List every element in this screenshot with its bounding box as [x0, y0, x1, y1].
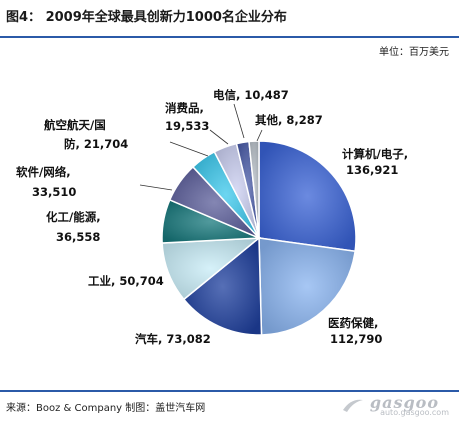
slice-label-7-line-2: 防, 21,704: [64, 137, 128, 151]
slice-label-1-line-1: 计算机/电子,: [342, 147, 408, 161]
leader-line-10: [256, 129, 263, 142]
slice-label-9-line-1: 电信, 10,487: [213, 88, 289, 102]
slice-label-3-line-1: 汽车, 73,082: [135, 332, 211, 346]
leader-line-6: [139, 184, 173, 191]
pie-slices: [161, 140, 357, 336]
slice-label-2-line-1: 医药保健,: [328, 316, 378, 330]
leader-line-8: [209, 129, 229, 145]
chart-title: 图4： 2009年全球最具创新力1000名企业分布: [6, 10, 287, 25]
pie-slice-3: [182, 236, 263, 336]
pie-slice-10: [248, 140, 260, 239]
slice-label-10-line-1: 其他, 8,287: [255, 113, 323, 127]
watermark-swoosh-icon: [343, 399, 363, 412]
footer: 来源：Booz & Company 制图：盖世汽车网 gasgoo auto.g…: [0, 390, 459, 421]
unit-label: 单位：百万美元: [379, 47, 449, 58]
slice-label-8-line-1: 消费品,: [165, 101, 204, 115]
leader-line-7: [169, 141, 209, 157]
pie-slice-1: [258, 140, 357, 253]
pie-leader-lines: [139, 103, 263, 191]
slice-label-6-line-1: 软件/网络,: [16, 165, 71, 179]
slice-label-1-line-2: 136,921: [346, 163, 398, 177]
slice-label-6-line-2: 33,510: [32, 185, 76, 199]
slice-label-5-line-1: 化工/能源,: [46, 210, 101, 224]
slice-label-7-line-1: 航空航天/国: [44, 118, 106, 132]
pie-chart: 计算机/电子, 136,921 医药保健, 112,790 汽车, 73,082 工业, …: [16, 88, 408, 346]
source-text: 来源：Booz & Company 制图：盖世汽车网: [6, 403, 206, 414]
watermark-url: auto.gasgoo.com: [380, 408, 449, 417]
pie-slice-2: [258, 237, 356, 336]
slice-label-2-line-2: 112,790: [330, 332, 382, 346]
pie-labels: 计算机/电子, 136,921 医药保健, 112,790 汽车, 73,082 工业, …: [16, 88, 408, 346]
watermark: gasgoo auto.gasgoo.com: [341, 392, 451, 419]
watermark-logo: gasgoo: [369, 393, 439, 412]
slice-label-8-line-2: 19,533: [165, 119, 209, 133]
slice-label-4-line-1: 工业, 50,704: [88, 274, 164, 288]
slice-label-5-line-2: 36,558: [56, 230, 100, 244]
title-bar: 图4： 2009年全球最具创新力1000名企业分布: [0, 0, 459, 38]
leader-line-9: [233, 103, 245, 139]
